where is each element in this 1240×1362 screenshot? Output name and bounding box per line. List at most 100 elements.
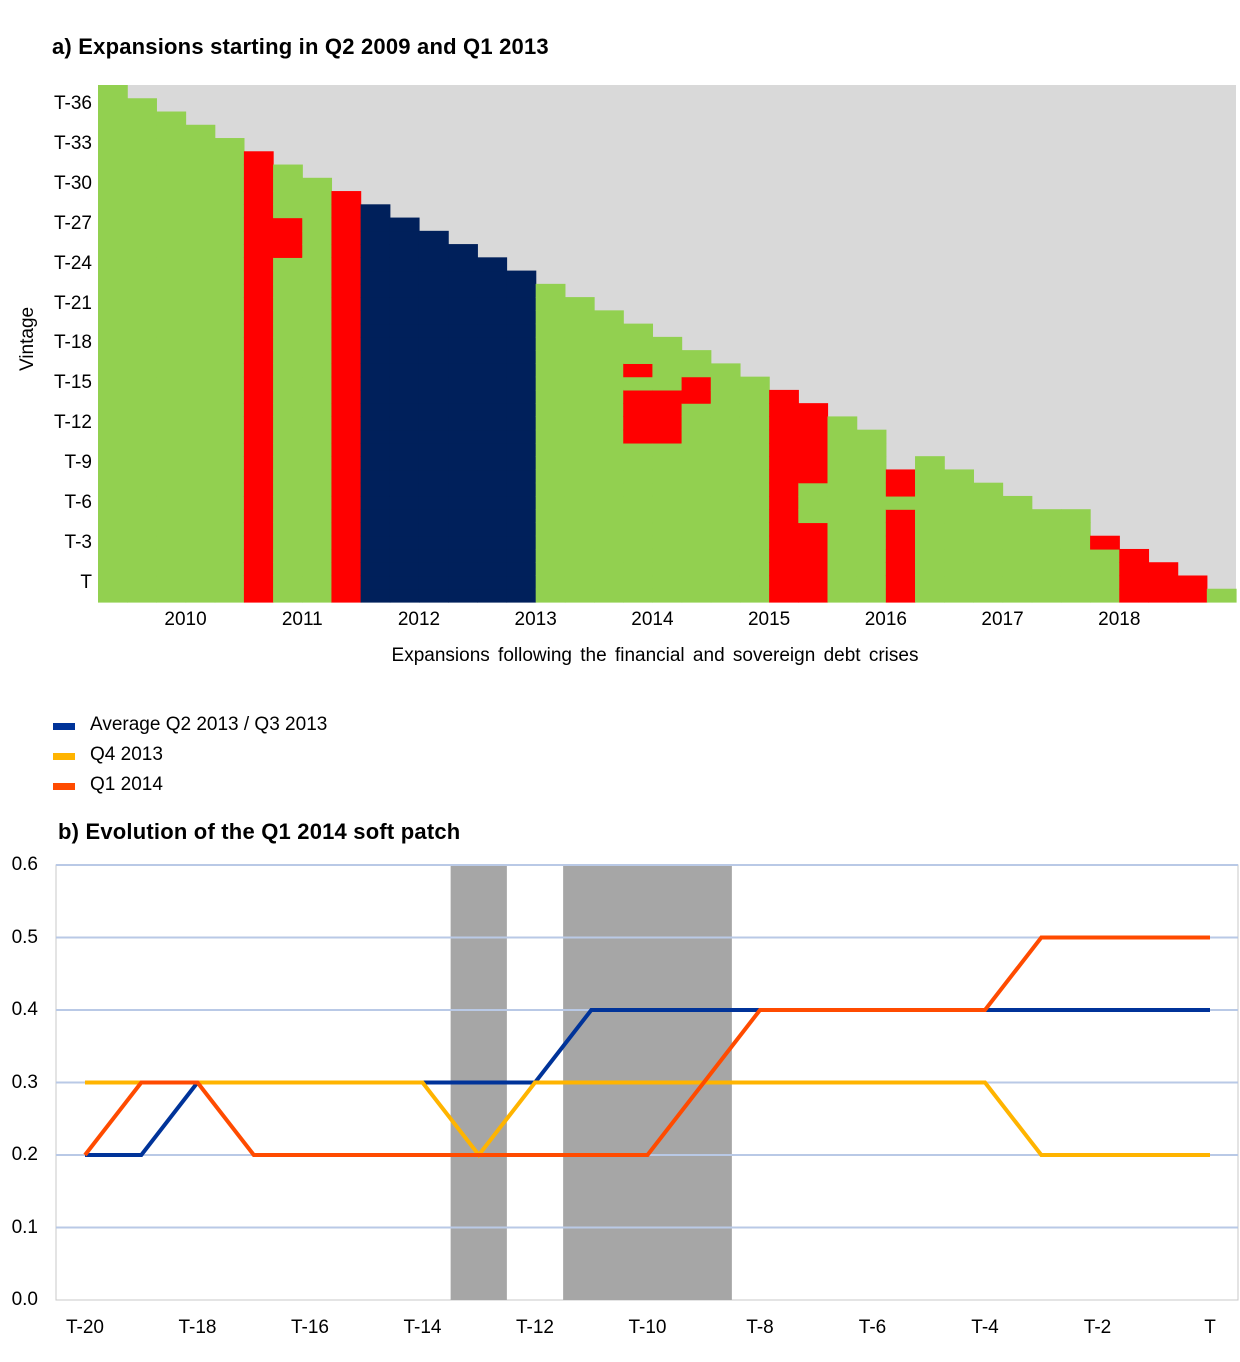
heatmap-cell-q2-2016-2 bbox=[915, 562, 945, 577]
heatmap-cell-q3-2016-2 bbox=[944, 562, 974, 577]
heatmap-cell-q4-2012-12 bbox=[506, 429, 537, 444]
heatmap-cell-q4-2009-7 bbox=[156, 495, 187, 510]
heatmap-cell-q2-2011-3 bbox=[331, 548, 362, 563]
chart-a-y-tick-t-18: T-18 bbox=[53, 332, 92, 354]
heatmap-cell-q1-2013-6 bbox=[535, 509, 566, 524]
heatmap-cell-q1-2014-8 bbox=[652, 482, 683, 497]
heatmap-cell-q2-2010-22 bbox=[214, 297, 245, 311]
heatmap-cell-q3-2013-7 bbox=[594, 495, 624, 510]
heatmap-cell-q4-2011-7 bbox=[389, 495, 420, 510]
heatmap-cell-q1-2010-3 bbox=[185, 548, 216, 563]
heatmap-cell-q2-2013-18 bbox=[564, 350, 595, 364]
heatmap-cell-q1-2011-26 bbox=[302, 244, 333, 258]
heatmap-cell-q1-2010-5 bbox=[185, 522, 216, 537]
heatmap-cell-q4-2013-10 bbox=[623, 456, 654, 471]
legend-label-q1-2014: Q1 2014 bbox=[90, 774, 163, 795]
heatmap-cell-q4-2012-2 bbox=[506, 562, 537, 577]
heatmap-cell-q2-2012-5 bbox=[448, 522, 478, 537]
heatmap-cell-q4-2010-29 bbox=[273, 204, 303, 219]
heatmap-cell-q4-2010-31 bbox=[273, 177, 303, 192]
heatmap-cell-q2-2009-2 bbox=[98, 562, 128, 577]
heatmap-cell-q4-2010-21 bbox=[273, 310, 303, 325]
heatmap-cell-q3-2012-0 bbox=[477, 588, 508, 603]
heatmap-cell-q3-2012-23 bbox=[477, 283, 508, 298]
heatmap-cell-q4-2013-6 bbox=[623, 509, 654, 524]
heatmap-cell-q3-2015-0 bbox=[827, 588, 858, 603]
heatmap-cell-q2-2013-14 bbox=[564, 403, 595, 418]
heatmap-cell-q4-2013-9 bbox=[623, 469, 654, 484]
heatmap-cell-q3-2013-6 bbox=[594, 509, 624, 524]
heatmap-cell-q4-2017-0 bbox=[1090, 588, 1120, 603]
heatmap-cell-q3-2010-0 bbox=[243, 588, 274, 603]
heatmap-cell-q2-2009-20 bbox=[98, 323, 128, 338]
heatmap-cell-q1-2011-10 bbox=[302, 456, 333, 471]
chart-a-y-tick-t-21: T-21 bbox=[53, 292, 92, 314]
heatmap-cell-q4-2015-2 bbox=[856, 562, 887, 577]
heatmap-cell-q2-2012-0 bbox=[448, 588, 478, 603]
chart-b-x-tick-t-20: T-20 bbox=[65, 1317, 105, 1338]
heatmap-cell-q3-2011-17 bbox=[360, 363, 391, 378]
heatmap-cell-q4-2010-28 bbox=[273, 217, 303, 232]
heatmap-cell-q4-2009-17 bbox=[156, 363, 187, 378]
heatmap-cell-q4-2012-17 bbox=[506, 363, 537, 378]
heatmap-cell-q3-2014-1 bbox=[710, 575, 741, 590]
heatmap-cell-q3-2009-27 bbox=[127, 230, 157, 245]
heatmap-cell-q1-2016-3 bbox=[885, 548, 916, 563]
chart-b-x-tick-t-4: T-4 bbox=[971, 1317, 999, 1338]
heatmap-cell-q2-2012-12 bbox=[448, 429, 478, 444]
heatmap-cell-q4-2009-0 bbox=[156, 588, 187, 603]
heatmap-cell-q2-2013-0 bbox=[564, 588, 595, 603]
heatmap-cell-q2-2012-13 bbox=[448, 416, 478, 431]
heatmap-cell-q1-2017-2 bbox=[1002, 562, 1033, 577]
heatmap-cell-q2-2017-1 bbox=[1031, 575, 1062, 590]
heatmap-cell-q2-2009-1 bbox=[98, 575, 128, 590]
heatmap-cell-q3-2010-23 bbox=[243, 283, 274, 298]
heatmap-cell-q1-2011-0 bbox=[302, 588, 333, 603]
heatmap-cell-q3-2009-31 bbox=[127, 177, 157, 192]
heatmap-cell-q2-2014-5 bbox=[681, 522, 712, 537]
heatmap-cell-q2-2015-5 bbox=[798, 522, 829, 537]
chart-b-x-tick-t-12: T-12 bbox=[515, 1317, 555, 1338]
heatmap-cell-q1-2016-9 bbox=[885, 469, 916, 484]
heatmap-cell-q3-2013-15 bbox=[594, 389, 624, 404]
heatmap-cell-q2-2012-1 bbox=[448, 575, 478, 590]
heatmap-cell-q2-2012-21 bbox=[448, 310, 478, 325]
heatmap-cell-q4-2009-18 bbox=[156, 350, 187, 364]
heatmap-cell-q2-2013-6 bbox=[564, 509, 595, 524]
heatmap-cell-q3-2012-16 bbox=[477, 376, 508, 391]
heatmap-cell-q1-2011-11 bbox=[302, 442, 333, 457]
heatmap-cell-q1-2013-21 bbox=[535, 310, 566, 325]
heatmap-cell-q4-2012-0 bbox=[506, 588, 537, 603]
heatmap-cell-q2-2013-20 bbox=[564, 323, 595, 338]
heatmap-cell-q2-2009-18 bbox=[98, 350, 128, 364]
heatmap-cell-q1-2018-3 bbox=[1119, 548, 1150, 563]
heatmap-cell-q3-2009-32 bbox=[127, 164, 157, 179]
heatmap-cell-q4-2010-5 bbox=[273, 522, 303, 537]
heatmap-cell-q4-2017-1 bbox=[1090, 575, 1120, 590]
heatmap-cell-q2-2014-4 bbox=[681, 535, 712, 550]
heatmap-cell-q1-2014-4 bbox=[652, 535, 683, 550]
heatmap-cell-q2-2015-11 bbox=[798, 442, 829, 457]
heatmap-cell-q1-2011-31 bbox=[302, 177, 333, 192]
heatmap-cell-q3-2013-11 bbox=[594, 442, 624, 457]
heatmap-cell-q1-2015-11 bbox=[769, 442, 799, 457]
heatmap-cell-q2-2015-8 bbox=[798, 482, 829, 497]
heatmap-cell-q1-2011-17 bbox=[302, 363, 333, 378]
heatmap-cell-q1-2010-24 bbox=[185, 270, 216, 285]
heatmap-cell-q4-2012-20 bbox=[506, 323, 537, 338]
heatmap-cell-q1-2011-25 bbox=[302, 257, 333, 272]
heatmap-cell-q3-2012-20 bbox=[477, 323, 508, 338]
heatmap-cell-q2-2009-14 bbox=[98, 403, 128, 418]
heatmap-cell-q3-2015-3 bbox=[827, 548, 858, 563]
heatmap-cell-q1-2017-6 bbox=[1002, 509, 1033, 524]
heatmap-cell-q1-2015-1 bbox=[769, 575, 799, 590]
heatmap-cell-q2-2012-20 bbox=[448, 323, 478, 338]
heatmap-cell-q1-2014-14 bbox=[652, 403, 683, 418]
heatmap-cell-q1-2010-27 bbox=[185, 230, 216, 245]
heatmap-cell-q4-2011-8 bbox=[389, 482, 420, 497]
heatmap-cell-q2-2018-1 bbox=[1148, 575, 1179, 590]
heatmap-cell-q4-2010-27 bbox=[273, 230, 303, 245]
heatmap-cell-q4-2010-14 bbox=[273, 403, 303, 418]
heatmap-cell-q2-2009-23 bbox=[98, 283, 128, 298]
heatmap-cell-q3-2011-16 bbox=[360, 376, 391, 391]
